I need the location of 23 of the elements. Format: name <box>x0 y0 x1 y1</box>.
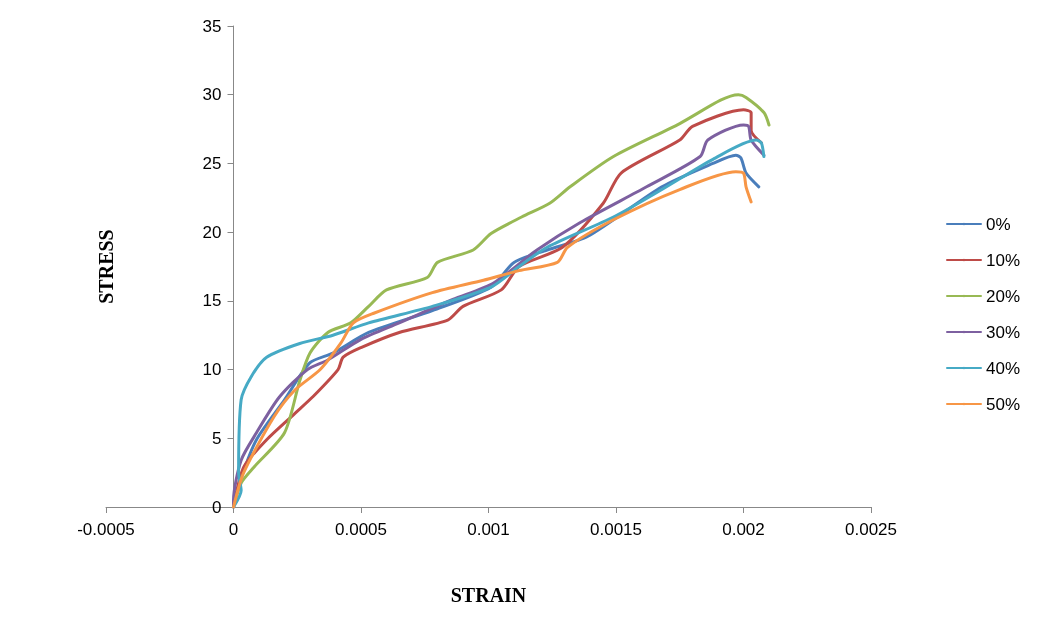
x-axis-title: STRAIN <box>450 584 527 606</box>
y-tick-label: 30 <box>202 85 222 105</box>
y-tick-label: 5 <box>212 428 222 448</box>
y-axis-title: STRESS <box>94 229 117 304</box>
x-tick-label: 0.0015 <box>590 520 642 539</box>
x-tick-label: 0.002 <box>722 520 765 539</box>
y-tick-label: 0 <box>212 497 222 517</box>
legend-label: 0% <box>985 214 1011 234</box>
y-tick-label: 25 <box>202 153 222 173</box>
x-tick-label: -0.0005 <box>77 520 135 539</box>
y-tick-label: 10 <box>202 360 222 380</box>
legend-label: 50% <box>985 394 1021 414</box>
x-tick-label: 0.001 <box>467 520 510 539</box>
y-tick-label: 35 <box>202 16 222 36</box>
x-tick-label: 0 <box>228 520 239 539</box>
x-tick-label: 0.0005 <box>335 520 387 539</box>
x-tick-label: 0.0025 <box>845 520 897 539</box>
legend-label: 10% <box>985 250 1021 270</box>
legend-label: 40% <box>985 358 1021 378</box>
legend-label: 20% <box>985 286 1021 306</box>
y-tick-label: 15 <box>202 291 222 311</box>
legend-label: 30% <box>985 322 1021 342</box>
y-tick-label: 20 <box>202 222 222 242</box>
